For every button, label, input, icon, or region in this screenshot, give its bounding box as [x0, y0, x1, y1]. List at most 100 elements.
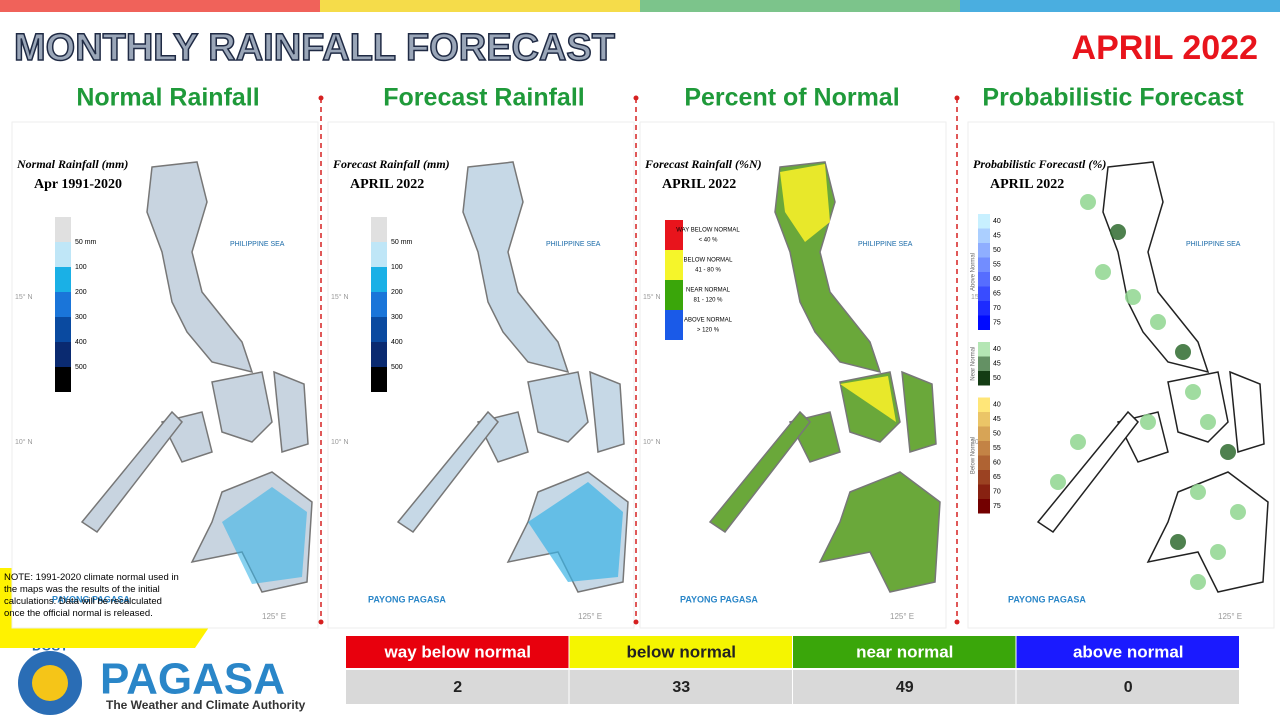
legend-swatch — [371, 267, 387, 292]
panel-title: Forecast Rainfall — [383, 84, 584, 112]
lat-label: 15° N — [15, 293, 33, 301]
divider-end — [633, 95, 639, 101]
table-header-cell — [793, 636, 1016, 668]
legend-label: 70 — [993, 488, 1001, 495]
map-shape — [222, 487, 307, 584]
legend-swatch — [978, 214, 990, 229]
lat-label: 15° N — [331, 293, 349, 301]
legend-group: Above Normal — [971, 253, 977, 291]
sea-label: PHILIPPINE SEA — [230, 241, 285, 248]
prob-marker — [1150, 314, 1166, 330]
legend-label: 45 — [993, 232, 1001, 239]
lat-label: 15° N — [643, 293, 661, 301]
table-cell — [793, 670, 1016, 704]
period: APRIL 2022 — [1072, 29, 1258, 67]
prob-marker — [1185, 384, 1201, 400]
prob-marker — [1190, 484, 1206, 500]
legend-swatch — [55, 292, 71, 317]
legend-swatch — [371, 242, 387, 267]
legend-swatch — [978, 470, 990, 485]
map-logo: PAYONG PAGASA — [680, 594, 758, 604]
legend-range: 41 - 80 % — [695, 268, 721, 274]
legend-label: 40 — [993, 218, 1001, 225]
legend-swatch — [978, 356, 990, 371]
table-header: below normal — [626, 642, 736, 661]
legend-swatch — [978, 455, 990, 470]
legend-label: 45 — [993, 360, 1001, 367]
legend-swatch — [978, 371, 990, 386]
legend-label: 65 — [993, 474, 1001, 481]
prob-marker — [1070, 434, 1086, 450]
legend-label: 75 — [993, 319, 1001, 326]
map-title: Normal Rainfall (mm) — [16, 157, 128, 171]
legend-label: ABOVE NORMAL — [684, 318, 733, 324]
map-logo: PAYONG PAGASA — [1008, 594, 1086, 604]
divider-end — [633, 619, 639, 625]
legend-label: 60 — [993, 276, 1001, 283]
table-value: 2 — [453, 679, 462, 696]
legend-swatch — [978, 301, 990, 316]
map-title: Probabilistic Forecastl (%) — [973, 157, 1106, 171]
table-header: above normal — [1073, 642, 1184, 661]
table-header: near normal — [856, 642, 953, 661]
legend-label: WAY BELOW NORMAL — [676, 228, 740, 234]
sea-label: PHILIPPINE SEA — [1186, 241, 1241, 248]
prob-marker — [1125, 289, 1141, 305]
prob-marker — [1220, 444, 1236, 460]
map-subtitle: APRIL 2022 — [990, 177, 1064, 192]
table-value: 0 — [1124, 679, 1133, 696]
legend-range: > 120 % — [697, 328, 720, 334]
legend-swatch — [55, 267, 71, 292]
legend-swatch — [978, 426, 990, 441]
table-cell — [346, 670, 569, 704]
map-panel: Forecast Rainfall (%N) APRIL 2022 PHILIPPI… — [639, 121, 947, 629]
table-header-cell — [569, 636, 792, 668]
legend-label: 45 — [993, 416, 1001, 423]
panel-title: Normal Rainfall — [76, 84, 259, 112]
legend-label: 50 — [993, 375, 1001, 382]
legend-swatch — [978, 397, 990, 412]
legend-swatch — [371, 292, 387, 317]
legend-label: 500 — [75, 364, 87, 371]
legend-label: NEAR NORMAL — [686, 288, 731, 294]
lon-label: 125° E — [262, 612, 286, 621]
logo-name: PAGASA — [100, 655, 285, 704]
logo-tagline: The Weather and Climate Authority — [106, 698, 306, 712]
prob-marker — [1140, 414, 1156, 430]
prob-marker — [1050, 474, 1066, 490]
legend-swatch — [978, 228, 990, 243]
legend-swatch — [371, 317, 387, 342]
divider-end — [318, 95, 324, 101]
legend-swatch — [665, 280, 683, 310]
legend-swatch — [978, 499, 990, 514]
legend-range: < 40 % — [699, 238, 719, 244]
legend-swatch — [55, 217, 71, 242]
legend-swatch — [371, 367, 387, 392]
logo: DOST PAGASA The Weather and Climate Auth… — [18, 638, 306, 715]
lon-label: 125° E — [890, 612, 914, 621]
legend-swatch — [978, 484, 990, 499]
divider-end — [954, 619, 960, 625]
map-subtitle: APRIL 2022 — [350, 177, 424, 192]
table-header: way below normal — [384, 642, 531, 661]
divider-end — [954, 95, 960, 101]
map-title: Forecast Rainfall (mm) — [332, 157, 450, 171]
top-bar — [960, 0, 1280, 12]
table-header-cell — [346, 636, 569, 668]
legend-label: 55 — [993, 261, 1001, 268]
table-cell — [1016, 670, 1239, 704]
legend-swatch — [978, 272, 990, 287]
legend-label: 50 mm — [391, 239, 413, 246]
legend-range: 81 - 120 % — [693, 298, 723, 304]
legend-label: 200 — [391, 289, 403, 296]
legend-label: 500 — [391, 364, 403, 371]
map-logo: PAYONG PAGASA — [52, 594, 130, 604]
map-logo: PAYONG PAGASA — [368, 594, 446, 604]
sea-label: PHILIPPINE SEA — [546, 241, 601, 248]
legend-label: 75 — [993, 503, 1001, 510]
legend-label: 50 — [993, 430, 1001, 437]
legend-swatch — [978, 257, 990, 272]
legend-label: 60 — [993, 459, 1001, 466]
